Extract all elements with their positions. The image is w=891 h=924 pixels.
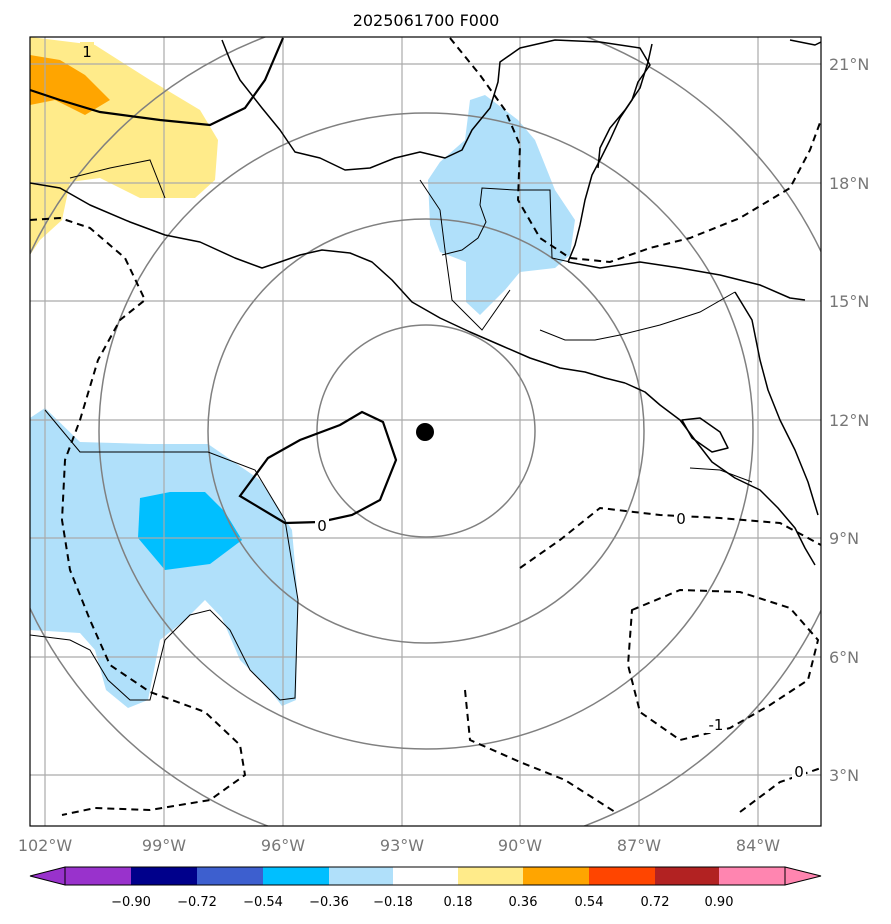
colorbar-outline — [64, 866, 786, 886]
map-frame — [29, 36, 822, 827]
country-borders — [30, 159, 753, 701]
lat-tick-label: 9°N — [829, 529, 859, 548]
contour-label: 0 — [794, 763, 804, 781]
contour-zero-closed — [238, 410, 398, 525]
map-area: 1 0 0 -1 0 — [30, 37, 821, 826]
colorbar-tick-label: 0.72 — [641, 895, 670, 910]
coastline-caribbean-central-america — [567, 261, 806, 301]
contour-zero-southeast-corner — [739, 767, 821, 813]
colorbar-extend-high — [784, 866, 822, 886]
contour-label: 0 — [317, 517, 327, 535]
contour-lines — [30, 37, 821, 816]
range-ring-1 — [316, 324, 536, 538]
colorbar-segment — [329, 867, 393, 885]
coastline-central-america-pacific — [624, 382, 816, 566]
strong-positive-anomaly-area — [30, 55, 110, 115]
colorbar-tick-label: 0.90 — [705, 895, 734, 910]
lat-tick-label: 6°N — [829, 648, 859, 667]
colorbar-tick-label: −0.36 — [309, 895, 349, 910]
colorbar-segment — [458, 867, 523, 885]
lat-tick-label: 18°N — [829, 174, 869, 193]
contour-label: 0 — [676, 510, 686, 528]
colorbar-segment — [263, 867, 329, 885]
colorbar-tick-label: −0.18 — [373, 895, 413, 910]
colorbar-segment — [131, 867, 197, 885]
colorbar-segment — [393, 867, 458, 885]
colorbar-tick-label: −0.90 — [111, 895, 151, 910]
contour-negative-north — [449, 37, 821, 264]
colorbar-tick-label: 0.18 — [444, 895, 473, 910]
lon-tick-label: 90°W — [498, 836, 542, 855]
range-ring-3 — [98, 112, 754, 750]
lat-tick-label: 12°N — [829, 411, 869, 430]
lat-lon-grid — [30, 37, 821, 826]
contour-zero-south — [464, 689, 616, 813]
lon-tick-label: 93°W — [380, 836, 424, 855]
colorbar-segment — [197, 867, 263, 885]
state-boundary-mexico — [69, 159, 511, 331]
lon-tick-label: 87°W — [617, 836, 661, 855]
colorbar-segment — [65, 867, 131, 885]
negative-anomaly-area-east — [428, 95, 575, 315]
border-guatemala-mexico — [441, 187, 571, 263]
contour-positive-1 — [30, 37, 285, 127]
coastline-mexico-pacific — [30, 182, 626, 384]
contour-negative-1-closed — [626, 588, 820, 742]
colorbar-segment — [655, 867, 719, 885]
lon-tick-label: 102°W — [18, 836, 73, 855]
colorbar-segment — [589, 867, 655, 885]
contour-zero-southeast — [519, 506, 821, 569]
longitude-ticks: 102°W 99°W 96°W 93°W 90°W 87°W 84°W — [18, 836, 780, 855]
lon-tick-label: 84°W — [736, 836, 780, 855]
colorbar-tick-label: −0.72 — [177, 895, 217, 910]
lon-tick-label: 99°W — [142, 836, 186, 855]
lat-tick-label: 3°N — [829, 766, 859, 785]
storm-center-marker — [416, 423, 434, 441]
colorbar-segment — [719, 867, 785, 885]
coastline-cuba — [789, 39, 821, 46]
contour-label: 1 — [82, 43, 92, 61]
border-nicaragua-costa-rica — [689, 467, 753, 483]
map-title: 2025061700 F000 — [353, 11, 500, 30]
coastline-yucatan-east — [597, 43, 653, 169]
lat-tick-label: 15°N — [829, 292, 869, 311]
lon-tick-label: 96°W — [261, 836, 305, 855]
latitude-ticks: 21°N 18°N 15°N 12°N 9°N 6°N 3°N — [829, 55, 869, 785]
range-ring-2 — [207, 218, 645, 644]
colorbar-tick-label: 0.36 — [509, 895, 538, 910]
boundary-west-field — [30, 409, 299, 701]
coastline-gulf-of-mexico — [221, 39, 651, 263]
coastlines — [30, 39, 821, 566]
contour-labels: 1 0 0 -1 0 — [80, 42, 806, 781]
colorbar-segment — [523, 867, 589, 885]
lake-nicaragua — [681, 417, 729, 453]
colorbar-tick-label: −0.54 — [243, 895, 283, 910]
lat-tick-label: 21°N — [829, 55, 869, 74]
coastline-honduras-nicaragua — [734, 291, 819, 516]
range-rings — [30, 37, 821, 826]
colorbar-tick-label: 0.54 — [575, 895, 604, 910]
colorbar: −0.90 −0.72 −0.54 −0.36 −0.18 0.18 0.36 … — [29, 866, 822, 910]
colorbar-extend-low — [29, 866, 66, 886]
border-honduras — [539, 291, 736, 341]
contour-label: -1 — [709, 716, 724, 734]
contour-negative-west — [30, 216, 247, 816]
